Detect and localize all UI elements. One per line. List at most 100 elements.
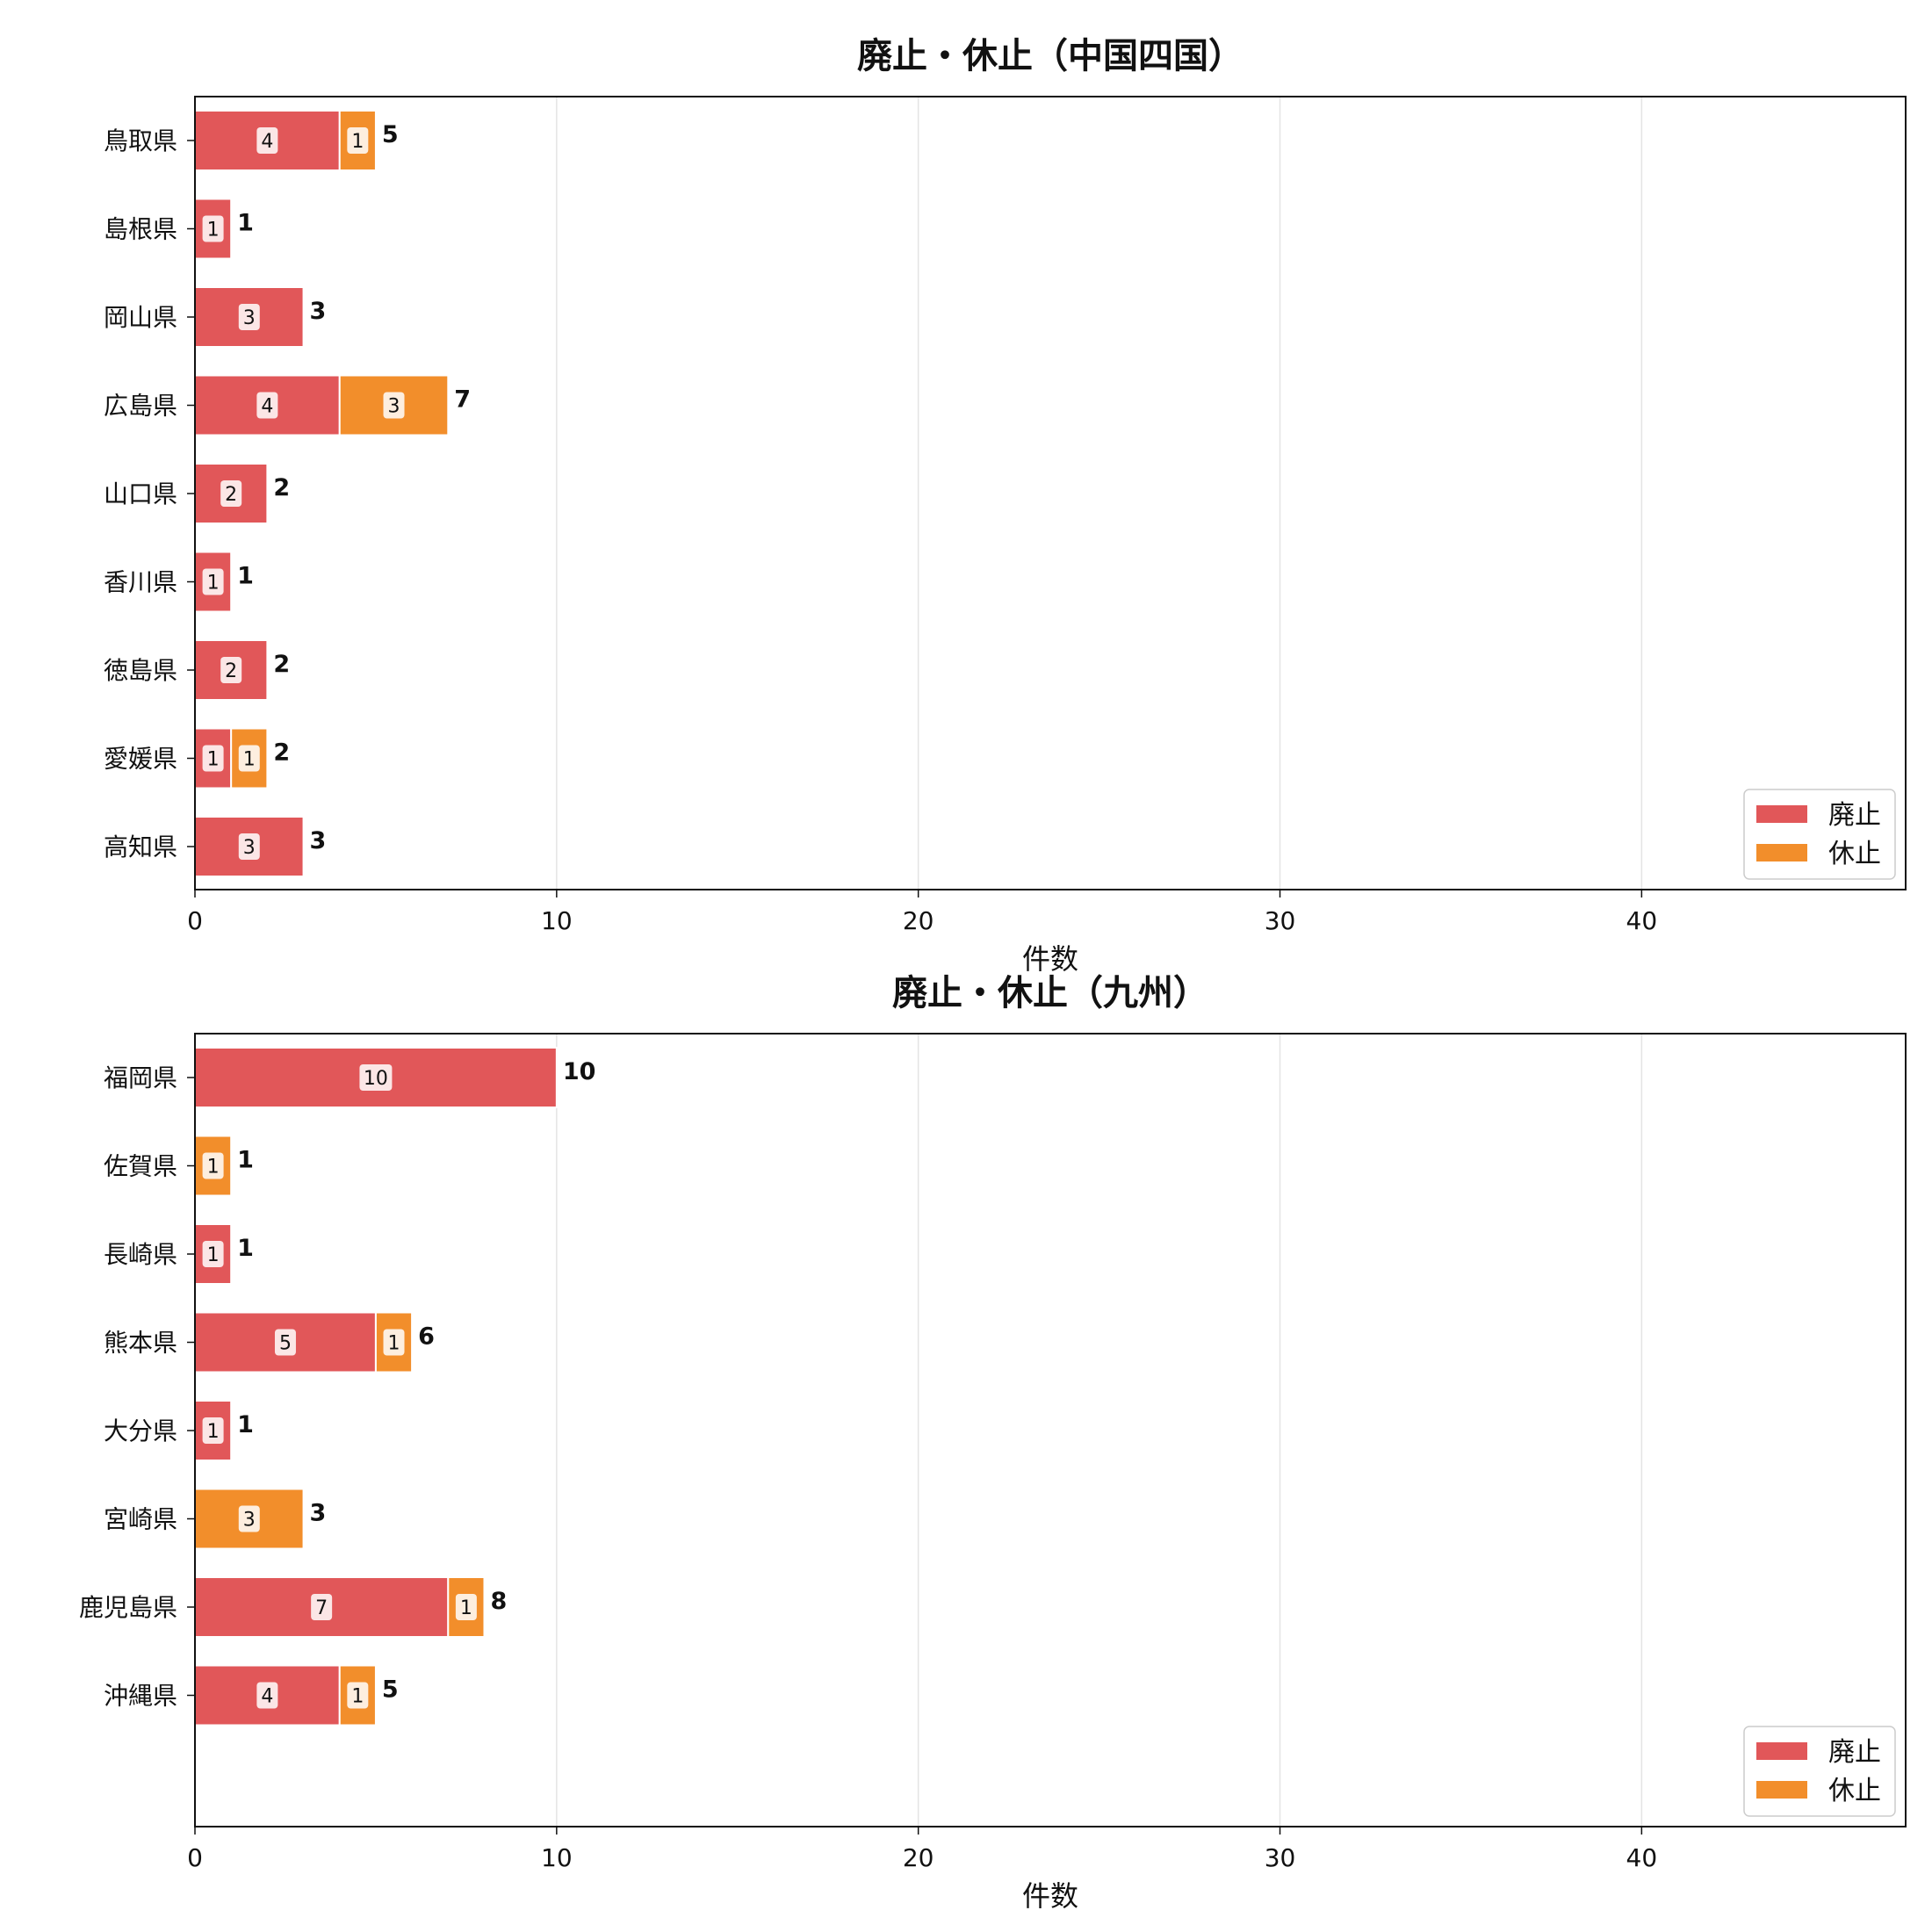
x-axis-label: 件数 bbox=[1022, 1879, 1078, 1913]
x-tick-label: 30 bbox=[1265, 1843, 1296, 1872]
legend-label: 休止 bbox=[1828, 1776, 1881, 1806]
segment-value-label: 2 bbox=[225, 660, 237, 682]
x-tick-label: 0 bbox=[187, 1843, 203, 1872]
segment-value-label: 5 bbox=[279, 1333, 292, 1355]
segment-value-label: 1 bbox=[207, 220, 220, 242]
legend-swatch bbox=[1756, 1781, 1807, 1799]
segment-value-label: 1 bbox=[207, 749, 220, 771]
y-tick-label: 宮崎県 bbox=[104, 1505, 177, 1534]
y-tick-label: 徳島県 bbox=[104, 656, 177, 685]
segment-value-label: 4 bbox=[261, 1686, 273, 1708]
segment-label-box bbox=[256, 392, 278, 419]
y-tick-label: 沖縄県 bbox=[104, 1682, 177, 1711]
segment-value-label: 1 bbox=[351, 1686, 364, 1708]
segment-label-box bbox=[202, 1417, 224, 1444]
y-tick-label: 山口県 bbox=[104, 479, 177, 508]
y-tick-label: 島根県 bbox=[104, 215, 177, 244]
bar-segment bbox=[194, 727, 233, 789]
bar-total-label: 8 bbox=[490, 1588, 507, 1615]
segment-value-label: 1 bbox=[351, 131, 364, 153]
y-tick-label: 岡山県 bbox=[104, 303, 177, 332]
y-tick-label: 福岡県 bbox=[104, 1063, 177, 1092]
bar-total-label: 1 bbox=[237, 210, 254, 237]
segment-value-label: 3 bbox=[243, 1510, 256, 1532]
y-tick-label: 熊本県 bbox=[104, 1329, 177, 1358]
segment-label-box bbox=[238, 304, 260, 330]
segment-label-box bbox=[347, 127, 369, 154]
segment-label-box bbox=[455, 1594, 477, 1620]
bar-total-label: 1 bbox=[237, 1235, 254, 1262]
plot-frame bbox=[194, 1033, 1907, 1827]
legend-swatch bbox=[1756, 805, 1807, 823]
segment-value-label: 2 bbox=[225, 484, 237, 506]
segment-label-box bbox=[359, 1064, 393, 1091]
segment-value-label: 1 bbox=[460, 1597, 472, 1619]
segment-value-label: 10 bbox=[364, 1068, 388, 1090]
y-tick-label: 大分県 bbox=[104, 1417, 177, 1445]
segment-label-box bbox=[202, 1152, 224, 1179]
bar-total-label: 3 bbox=[310, 1500, 327, 1527]
segment-value-label: 4 bbox=[261, 396, 273, 418]
segment-label-box bbox=[220, 480, 242, 507]
segment-value-label: 1 bbox=[207, 1244, 220, 1266]
x-axis-label: 件数 bbox=[1022, 942, 1078, 976]
bar-total-label: 5 bbox=[382, 121, 399, 148]
x-tick-label: 10 bbox=[541, 906, 573, 935]
segment-value-label: 3 bbox=[243, 837, 256, 859]
segment-label-box bbox=[256, 127, 278, 154]
x-tick-label: 30 bbox=[1265, 906, 1296, 935]
y-tick-label: 鹿児島県 bbox=[79, 1593, 177, 1622]
legend-label: 休止 bbox=[1828, 839, 1881, 869]
bar-total-label: 2 bbox=[273, 739, 290, 767]
segment-value-label: 1 bbox=[207, 1157, 220, 1179]
segment-label-box bbox=[274, 1329, 296, 1356]
segment-label-box bbox=[383, 1329, 405, 1356]
segment-value-label: 4 bbox=[261, 131, 273, 153]
x-tick-label: 20 bbox=[903, 1843, 934, 1872]
segment-label-box bbox=[347, 1682, 369, 1709]
chart-title: 廃止・休止（九州） bbox=[892, 973, 1208, 1013]
bar-total-label: 2 bbox=[273, 651, 290, 678]
legend-swatch bbox=[1756, 1742, 1807, 1760]
y-tick-label: 高知県 bbox=[104, 833, 177, 861]
y-tick-label: 佐賀県 bbox=[104, 1152, 177, 1181]
bar-total-label: 7 bbox=[454, 386, 471, 414]
segment-value-label: 1 bbox=[207, 1421, 220, 1443]
y-tick-label: 香川県 bbox=[104, 568, 177, 597]
segment-label-box bbox=[202, 568, 224, 595]
segment-label-box bbox=[311, 1594, 333, 1620]
legend-label: 廃止 bbox=[1828, 800, 1881, 831]
segment-value-label: 1 bbox=[243, 749, 256, 771]
x-tick-label: 20 bbox=[903, 906, 934, 935]
segment-label-box bbox=[238, 1505, 260, 1532]
bar-total-label: 10 bbox=[563, 1058, 596, 1085]
bar-total-label: 1 bbox=[237, 1147, 254, 1174]
segment-label-box bbox=[202, 215, 224, 242]
bar-total-label: 6 bbox=[418, 1323, 435, 1351]
x-tick-label: 0 bbox=[187, 906, 203, 935]
x-tick-label: 40 bbox=[1626, 1843, 1658, 1872]
y-tick-label: 鳥取県 bbox=[104, 126, 177, 155]
y-tick-label: 長崎県 bbox=[104, 1240, 177, 1269]
segment-value-label: 1 bbox=[207, 573, 220, 595]
segment-value-label: 3 bbox=[243, 307, 256, 329]
bar-total-label: 3 bbox=[310, 827, 327, 854]
bar-total-label: 2 bbox=[273, 474, 290, 501]
segment-label-box bbox=[220, 657, 242, 683]
segment-value-label: 3 bbox=[388, 396, 400, 418]
segment-label-box bbox=[202, 745, 224, 772]
segment-label-box bbox=[238, 833, 260, 860]
bar-total-label: 5 bbox=[382, 1676, 399, 1704]
legend-label: 廃止 bbox=[1828, 1737, 1881, 1768]
x-tick-label: 10 bbox=[541, 1843, 573, 1872]
bar-total-label: 1 bbox=[237, 563, 254, 590]
legend-swatch bbox=[1756, 844, 1807, 861]
bar-total-label: 1 bbox=[237, 1411, 254, 1438]
x-tick-label: 40 bbox=[1626, 906, 1658, 935]
segment-label-box bbox=[256, 1682, 278, 1709]
y-tick-label: 広島県 bbox=[104, 392, 177, 421]
